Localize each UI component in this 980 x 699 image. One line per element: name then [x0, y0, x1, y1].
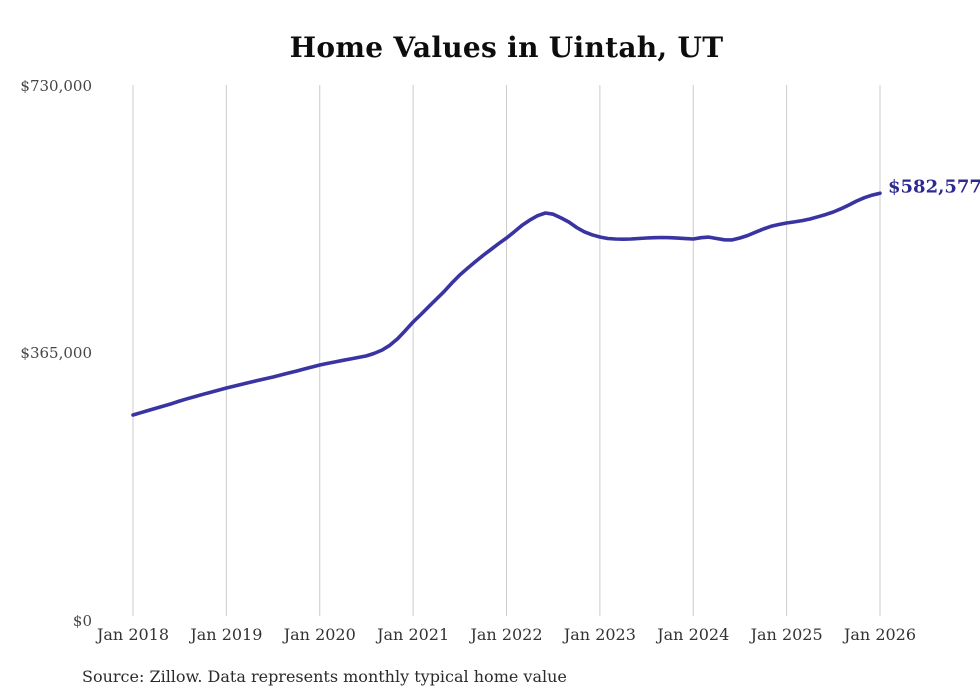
chart-title: Home Values in Uintah, UT: [289, 31, 724, 64]
y-axis-tick-0: $0: [72, 612, 92, 630]
y-axis-tick-730000: $730,000: [20, 77, 92, 95]
x-axis-tick: Jan 2025: [750, 625, 823, 644]
x-axis-tick: Jan 2023: [563, 625, 636, 644]
x-axis-tick: Jan 2024: [657, 625, 730, 644]
x-axis-tick: Jan 2018: [96, 625, 170, 644]
source-note: Source: Zillow. Data represents monthly …: [82, 667, 567, 686]
home-value-line: [131, 191, 882, 417]
x-axis-tick: Jan 2026: [843, 625, 917, 644]
x-axis-tick: Jan 2020: [283, 625, 356, 644]
latest-value-label: $582,577: [888, 176, 980, 198]
x-axis-tick: Jan 2019: [190, 625, 263, 644]
y-axis-tick-365000: $365,000: [20, 344, 92, 362]
x-axis-tick: Jan 2021: [377, 625, 450, 644]
x-axis-tick: Jan 2022: [470, 625, 543, 644]
gridlines: [132, 85, 881, 616]
